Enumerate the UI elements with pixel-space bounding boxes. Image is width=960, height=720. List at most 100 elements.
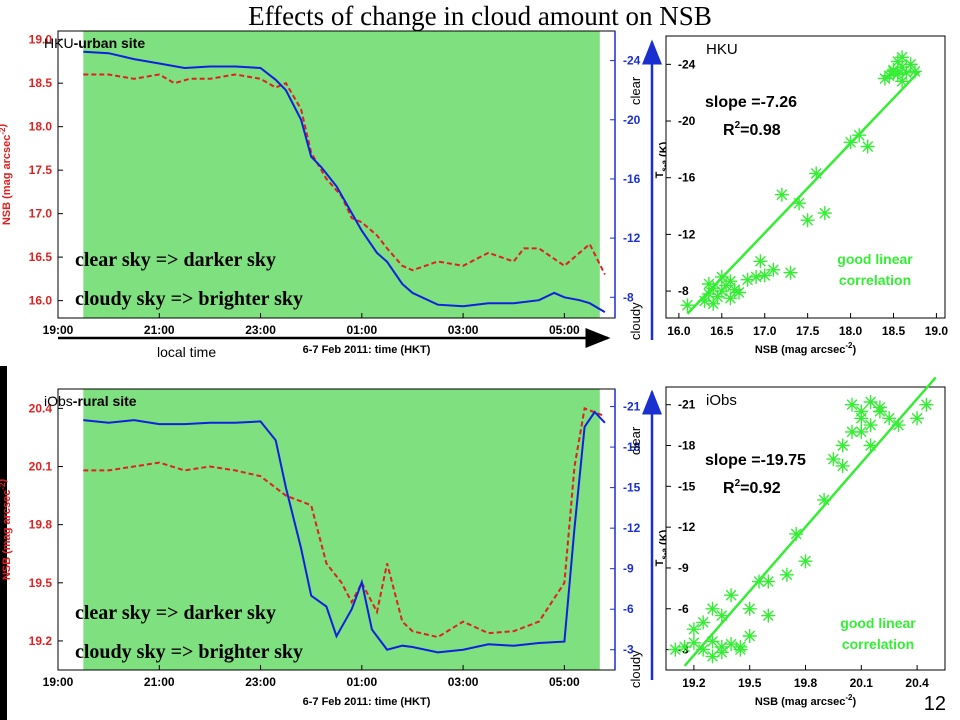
scatter-point [696, 615, 711, 630]
scatter-point [919, 397, 934, 412]
y-right-tick-label: -8 [623, 290, 634, 304]
hku-scatter-chart: 16.0 16.5 17.0 17.5 18.0 18.5 19.0 NSB (mag arc… [665, 35, 949, 356]
y-tick-label: -8 [678, 284, 689, 298]
scatter-point [740, 272, 755, 287]
scatter-point [800, 213, 815, 228]
scatter-point [732, 285, 746, 300]
scatter-point [742, 601, 757, 616]
slide-title: Effects of change in cloud amount on NSB [248, 1, 712, 31]
scatter-point [863, 438, 878, 453]
y-tick-label: -18 [678, 439, 696, 453]
scatter-point [724, 588, 739, 603]
y-left-axis-label: NSB (mag arcsec-2) [0, 124, 13, 226]
x-tick-label: 21:00 [144, 675, 175, 689]
y-right-tick-label: -21 [623, 400, 641, 414]
scatter-point [733, 639, 748, 654]
scatter-point [761, 574, 776, 589]
x-axis-label: 6-7 Feb 2011: time (HKT) [303, 696, 431, 708]
scatter-point [714, 608, 729, 623]
statement-clear-upper: clear sky => darker sky [75, 249, 276, 271]
left-edge-bar [0, 366, 7, 720]
scatter-point [680, 298, 695, 313]
scatter-point [809, 166, 824, 181]
scatter-point [757, 268, 772, 283]
x-axis-label: NSB (mag arcsec-2) [755, 693, 857, 708]
scatter-point [761, 608, 776, 623]
scatter-frame [665, 35, 946, 319]
scatter-point [686, 635, 701, 650]
x-tick-label: 18.0 [839, 324, 863, 338]
statement-cloudy-upper: cloudy sky => brighter sky [75, 288, 303, 310]
scatter-point [817, 492, 832, 507]
scatter-point [860, 139, 875, 154]
scatter-point [899, 65, 914, 80]
scatter-point [845, 424, 859, 439]
x-tick-label: 23:00 [245, 323, 276, 337]
y-left-tick-label: 19.8 [29, 518, 53, 532]
scatter-point [724, 637, 739, 652]
note-line-2: correlation [842, 636, 914, 652]
tsa-series-line [83, 50, 606, 313]
scatter-point [749, 269, 764, 284]
scatter-point [723, 274, 738, 289]
x-tick-label: 21:00 [144, 323, 175, 337]
y-left-tick-label: 17.0 [29, 207, 53, 221]
scatter-point [903, 57, 918, 72]
x-tick-label: 19.2 [682, 676, 706, 690]
y-right-tick-label: -24 [623, 54, 641, 68]
y-right-tick-label: -20 [623, 113, 641, 127]
scatter-point [714, 284, 729, 299]
scatter-point [882, 411, 897, 426]
scatter-site-label: iObs [706, 392, 737, 409]
site-label: HKU-urban site [44, 35, 145, 51]
x-tick-label: 20.4 [905, 676, 929, 690]
scatter-point [779, 567, 794, 582]
scatter-point [705, 634, 720, 649]
scatter-point [835, 438, 850, 453]
iobs-scatter-chart: 19.2 19.5 19.8 20.1 20.4 NSB (mag arcsec-2) -3… [665, 376, 946, 708]
y-left-tick-label: 16.0 [29, 294, 53, 308]
scatter-point [895, 60, 910, 75]
scatter-point [891, 418, 906, 433]
y-tick-label: -9 [678, 561, 689, 575]
slope-text: slope =-7.26 [705, 94, 797, 111]
slope-text: slope =-19.75 [705, 452, 806, 469]
x-tick-label: 19.5 [738, 676, 762, 690]
note-line-1: good linear [840, 615, 916, 631]
scatter-point [668, 642, 683, 657]
x-tick-label: 03:00 [448, 675, 479, 689]
iobs-timeseries-chart: 19:00 21:00 23:00 01:00 03:00 05:00 6-7 Feb 20… [0, 388, 670, 708]
scatter-point [895, 74, 910, 89]
scatter-point [742, 629, 757, 643]
cloudy-label-lower: cloudy [628, 650, 643, 688]
y-right-tick-label: -18 [623, 440, 641, 454]
y-left-tick-label: 17.5 [29, 163, 53, 177]
scatter-point [798, 554, 813, 569]
scatter-point [854, 424, 869, 439]
r2-text: R2=0.92 [723, 478, 781, 497]
tsa-series-line [83, 410, 606, 654]
scatter-point [706, 296, 721, 311]
scatter-point [710, 289, 725, 304]
x-tick-label: 16.0 [667, 324, 691, 338]
y-left-axis-label: NSB (mag arcsec-2) [0, 479, 13, 581]
nsb-series-line [83, 407, 606, 639]
x-tick-label: 18.5 [882, 324, 906, 338]
y-tick-label: -20 [678, 114, 696, 128]
y-right-tick-label: -12 [623, 231, 641, 245]
r2-text: R2=0.98 [723, 120, 781, 139]
x-tick-label: 20.1 [850, 676, 874, 690]
hku-timeseries-chart: 19:00 21:00 23:00 01:00 03:00 05:00 6-7 Feb 20… [0, 30, 670, 356]
scatter-point [863, 395, 878, 409]
note-line-1: good linear [837, 251, 913, 267]
x-tick-label: 19:00 [43, 675, 74, 689]
scatter-point [910, 411, 925, 426]
scatter-point [886, 63, 901, 77]
shaded-plot-region [83, 389, 600, 670]
x-tick-label: 19.0 [925, 324, 949, 338]
y-right-tick-label: -15 [623, 481, 641, 495]
x-tick-label: 01:00 [346, 675, 377, 689]
scatter-point [701, 277, 716, 291]
scatter-point [705, 601, 720, 616]
statement-clear-lower: clear sky => darker sky [75, 602, 276, 624]
